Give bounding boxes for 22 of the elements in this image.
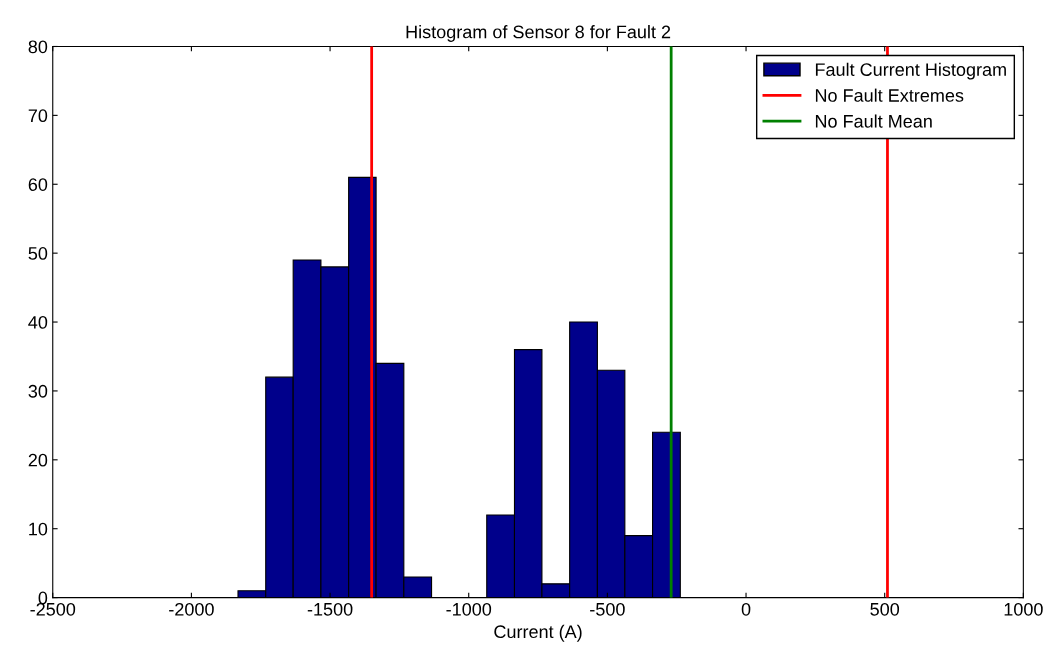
y-tick-label: 0: [38, 591, 48, 605]
legend-label: No Fault Mean: [815, 114, 932, 128]
x-tick-label: -2500: [30, 602, 76, 616]
legend-label: Fault Current Histogram: [815, 62, 1006, 80]
y-tick-label: 80: [28, 40, 48, 54]
y-tick-label: 70: [28, 109, 48, 123]
y-tick-label: 50: [28, 247, 48, 260]
x-tick-label: 1000: [1004, 602, 1043, 616]
x-tick-label: -1000: [446, 602, 492, 616]
y-tick-label: 60: [28, 178, 48, 191]
x-tick-label: 0: [741, 602, 751, 616]
x-tick-label: 500: [870, 602, 900, 616]
chart-title: Histogram of Sensor 8 for Fault 2: [406, 25, 671, 42]
x-tick-label: -2000: [169, 602, 214, 616]
legend-label: No Fault Extremes: [815, 88, 964, 102]
y-tick-label: 40: [28, 315, 48, 329]
x-axis-title: Current (A): [494, 624, 582, 642]
x-tick-label: -1500: [307, 602, 353, 616]
x-tick-label: -500: [590, 602, 625, 616]
y-tick-label: 20: [28, 453, 48, 467]
y-tick-label: 30: [28, 384, 48, 398]
y-tick-label: 10: [29, 522, 48, 536]
